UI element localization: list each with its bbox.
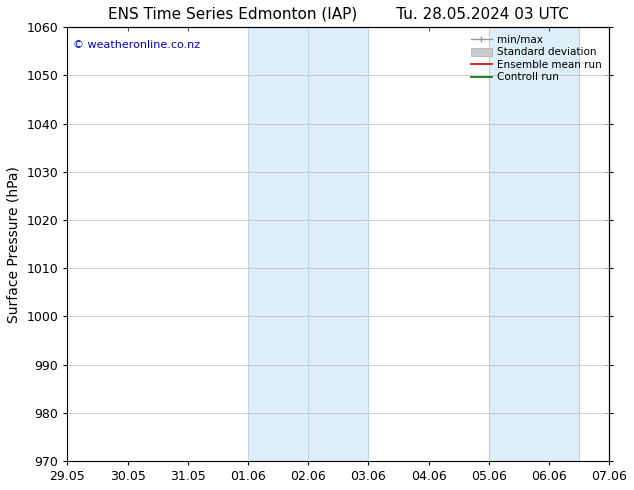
Legend: min/max, Standard deviation, Ensemble mean run, Controll run: min/max, Standard deviation, Ensemble me… — [469, 32, 604, 84]
Bar — [489, 27, 579, 461]
Y-axis label: Surface Pressure (hPa): Surface Pressure (hPa) — [7, 166, 21, 322]
Bar — [248, 27, 368, 461]
Text: © weatheronline.co.nz: © weatheronline.co.nz — [73, 40, 200, 50]
Title: ENS Time Series Edmonton (IAP)        Tu. 28.05.2024 03 UTC: ENS Time Series Edmonton (IAP) Tu. 28.05… — [108, 7, 569, 22]
